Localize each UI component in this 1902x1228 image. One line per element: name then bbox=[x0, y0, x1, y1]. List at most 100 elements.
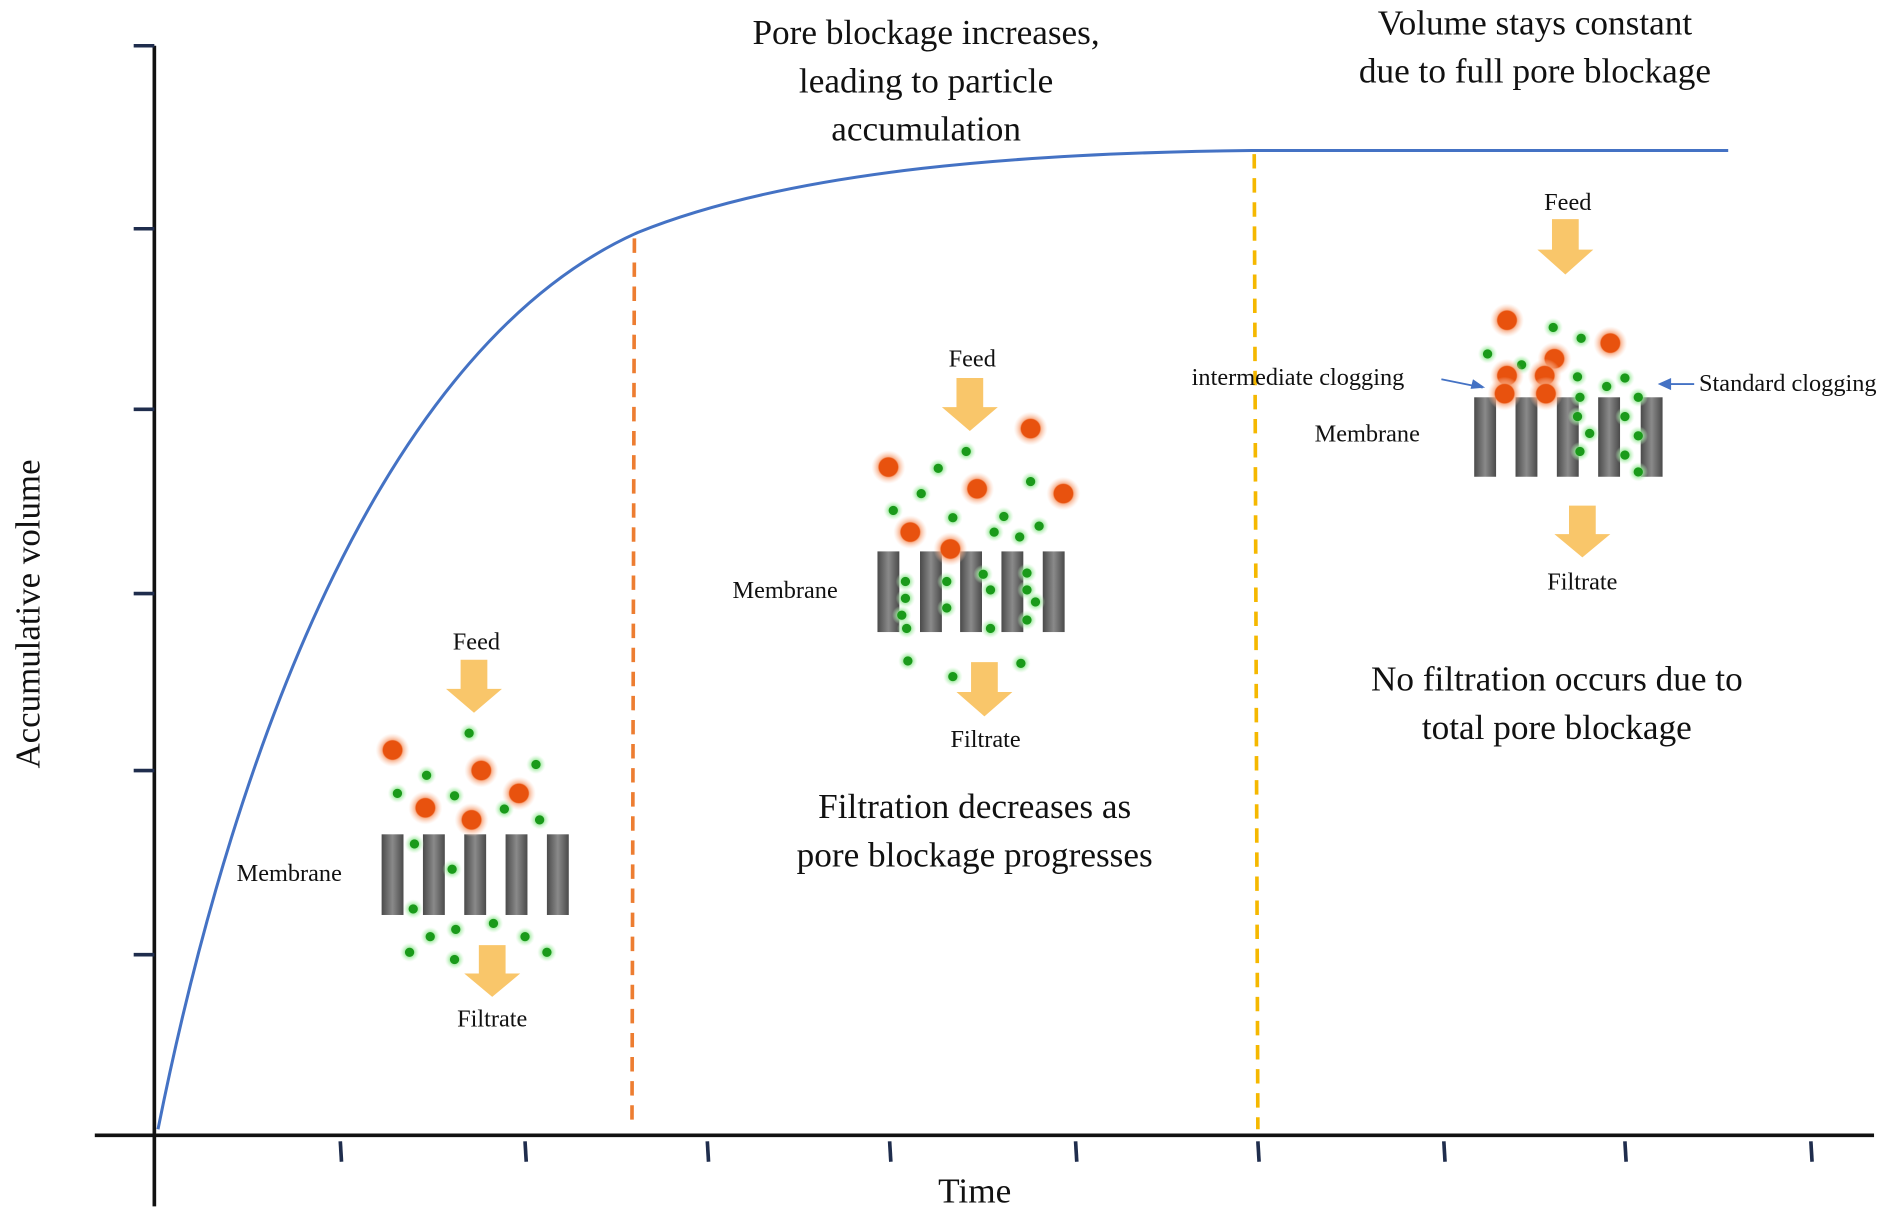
x-tick bbox=[1256, 1141, 1261, 1162]
small-particle bbox=[1009, 527, 1030, 547]
x-tick bbox=[1809, 1141, 1814, 1162]
x-tick bbox=[523, 1141, 529, 1162]
large-particle bbox=[1593, 326, 1628, 360]
small-particle bbox=[1017, 610, 1037, 630]
small-particle bbox=[1579, 423, 1600, 444]
feed-label: Feed bbox=[1544, 189, 1591, 216]
filtrate-label: Filtrate bbox=[951, 726, 1021, 753]
annotation-line: due to full pore blockage bbox=[1359, 52, 1711, 91]
small-particle bbox=[1628, 462, 1648, 482]
small-particle bbox=[1017, 563, 1037, 583]
small-particle bbox=[1025, 592, 1046, 612]
small-particle bbox=[515, 927, 535, 947]
small-particle bbox=[442, 859, 462, 879]
small-particle bbox=[895, 588, 916, 608]
small-particle bbox=[526, 754, 546, 775]
small-particle bbox=[943, 508, 963, 528]
small-particle bbox=[1011, 653, 1031, 673]
clogging-label: intermediate clogging bbox=[1192, 364, 1405, 391]
large-particle bbox=[501, 776, 536, 811]
small-particle bbox=[1596, 376, 1617, 397]
small-particle bbox=[896, 618, 917, 639]
annotation-line: Volume stays constant bbox=[1378, 4, 1693, 43]
membrane-bar bbox=[381, 834, 404, 915]
small-particle bbox=[444, 786, 465, 806]
pointer-head bbox=[1657, 378, 1672, 391]
small-particle bbox=[483, 913, 504, 934]
small-particle bbox=[994, 506, 1014, 527]
x-tick bbox=[887, 1141, 893, 1162]
membrane-label: Membrane bbox=[1315, 420, 1420, 447]
x-tick bbox=[338, 1141, 344, 1162]
small-particle bbox=[980, 618, 1001, 639]
filtrate-label: Filtrate bbox=[1547, 569, 1617, 596]
pointer-head bbox=[1470, 379, 1486, 389]
filtrate-label: Filtrate bbox=[457, 1006, 527, 1033]
flow-arrow bbox=[464, 945, 521, 997]
feed-label: Feed bbox=[453, 629, 500, 656]
large-particle bbox=[1487, 376, 1522, 411]
membrane-bar bbox=[920, 551, 942, 633]
small-particle bbox=[529, 810, 550, 830]
x-tick bbox=[1441, 1141, 1447, 1162]
small-particle bbox=[1571, 328, 1591, 348]
large-particle bbox=[375, 733, 410, 767]
membrane-bar bbox=[1640, 397, 1663, 477]
membrane-bar bbox=[546, 834, 569, 915]
small-particle bbox=[943, 666, 963, 687]
small-particle bbox=[1615, 445, 1635, 465]
membrane-bar bbox=[505, 834, 528, 915]
small-particle bbox=[937, 598, 957, 618]
small-particle bbox=[446, 919, 466, 940]
flow-arrow bbox=[941, 378, 998, 432]
feed-label: Feed bbox=[949, 346, 996, 373]
flow-arrow bbox=[1554, 505, 1611, 558]
small-particle bbox=[403, 899, 423, 919]
small-particle bbox=[956, 441, 976, 462]
small-particle bbox=[937, 571, 957, 592]
annotation-line: Filtration decreases as bbox=[818, 787, 1131, 826]
membrane-bar bbox=[960, 551, 982, 633]
annotation-line: Pore blockage increases, bbox=[752, 13, 1099, 52]
small-particle bbox=[895, 571, 916, 592]
small-particle bbox=[1628, 387, 1648, 407]
x-axis-label: Time bbox=[938, 1171, 1011, 1210]
y-axis-label: Accumulative volume bbox=[9, 459, 48, 768]
small-particle bbox=[1615, 406, 1635, 427]
membrane-label: Membrane bbox=[237, 860, 342, 887]
small-particle bbox=[1029, 516, 1049, 536]
flow-arrow bbox=[446, 659, 502, 713]
small-particle bbox=[1543, 317, 1563, 338]
small-particle bbox=[444, 949, 465, 970]
large-particle bbox=[871, 450, 906, 484]
small-particle bbox=[404, 834, 425, 854]
membrane-bar bbox=[1598, 397, 1621, 477]
stage-divider bbox=[1252, 154, 1260, 1130]
flow-arrow bbox=[956, 662, 1013, 717]
annotation-line: leading to particle bbox=[799, 61, 1053, 100]
large-particle bbox=[464, 753, 499, 788]
x-tick bbox=[705, 1141, 711, 1162]
x-tick bbox=[1073, 1141, 1079, 1162]
large-particle bbox=[1046, 476, 1081, 511]
small-particle bbox=[1567, 406, 1588, 427]
membrane-bar bbox=[1515, 397, 1538, 477]
small-particle bbox=[911, 483, 931, 504]
membrane-bar bbox=[464, 834, 487, 915]
small-particle bbox=[984, 522, 1004, 542]
small-particle bbox=[1477, 344, 1498, 364]
annotation-line: accumulation bbox=[831, 110, 1021, 149]
small-particle bbox=[1570, 387, 1590, 407]
small-particle bbox=[459, 723, 479, 743]
small-particle bbox=[387, 783, 408, 804]
stage-divider bbox=[630, 238, 637, 1126]
x-tick bbox=[1623, 1141, 1628, 1162]
small-particle bbox=[883, 500, 903, 521]
membrane-bar bbox=[422, 834, 445, 915]
large-particle bbox=[893, 515, 928, 549]
large-particle bbox=[408, 790, 443, 825]
membrane-bar bbox=[1042, 551, 1065, 633]
membrane-label: Membrane bbox=[732, 577, 837, 604]
